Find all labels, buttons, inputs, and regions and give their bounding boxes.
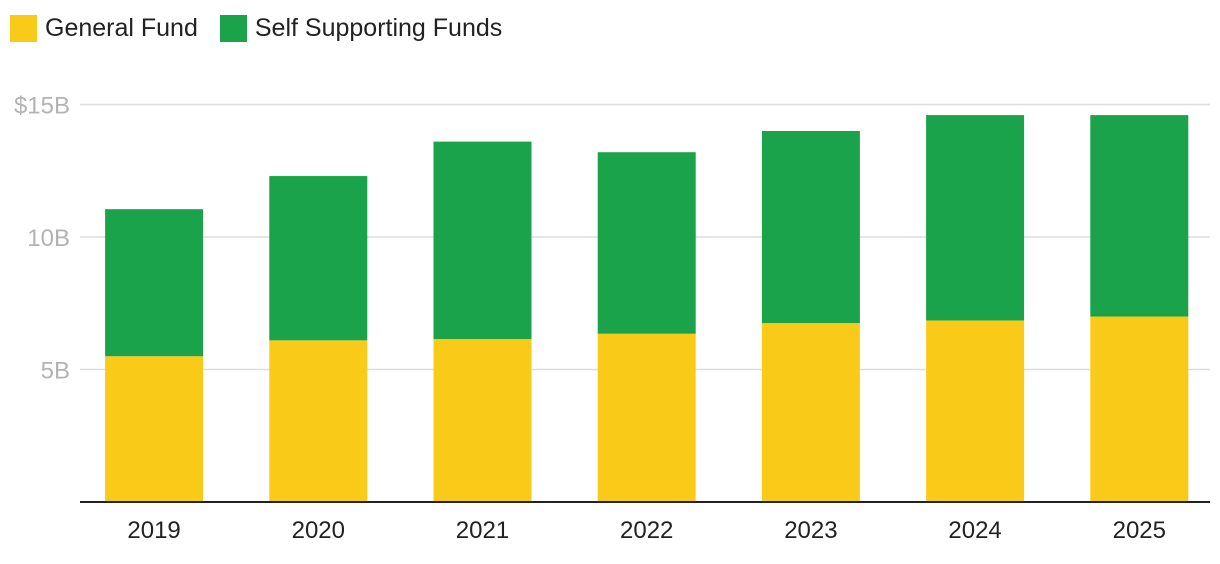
legend-item-self-supporting-funds: Self Supporting Funds [219, 14, 503, 43]
bar-general-fund-2019 [105, 356, 204, 502]
legend-label-self-supporting-funds: Self Supporting Funds [254, 14, 503, 42]
bar-self-supporting-funds-2022 [597, 152, 696, 334]
bar-self-supporting-funds-2021 [433, 141, 532, 340]
x-tick-label: 2024 [948, 517, 1001, 544]
bar-general-fund-2022 [597, 333, 696, 502]
bar-self-supporting-funds-2019 [105, 209, 204, 357]
x-tick-label: 2021 [456, 517, 509, 544]
y-tick-label: 5B [41, 358, 70, 385]
chart-legend: General Fund Self Supporting Funds [10, 14, 502, 43]
y-tick-label: 10B [27, 225, 70, 252]
x-tick-label: 2025 [1113, 517, 1166, 544]
bar-self-supporting-funds-2024 [926, 115, 1025, 321]
legend-label-general-fund: General Fund [45, 14, 198, 42]
bar-general-fund-2021 [433, 339, 532, 502]
bar-self-supporting-funds-2023 [761, 131, 860, 324]
x-tick-label: 2022 [620, 517, 673, 544]
x-tick-label: 2020 [292, 517, 345, 544]
bar-general-fund-2020 [269, 340, 368, 502]
legend-swatch-general-fund [10, 15, 37, 42]
bar-general-fund-2024 [926, 320, 1025, 502]
y-tick-label: $15B [14, 93, 70, 120]
bar-general-fund-2023 [761, 323, 860, 502]
bar-general-fund-2025 [1090, 316, 1189, 502]
legend-swatch-self-supporting-funds [219, 15, 247, 42]
bar-self-supporting-funds-2025 [1090, 115, 1189, 317]
x-tick-label: 2023 [784, 517, 837, 544]
bar-self-supporting-funds-2020 [269, 176, 368, 341]
legend-item-general-fund: General Fund [10, 14, 198, 43]
x-tick-label: 2019 [127, 517, 180, 544]
